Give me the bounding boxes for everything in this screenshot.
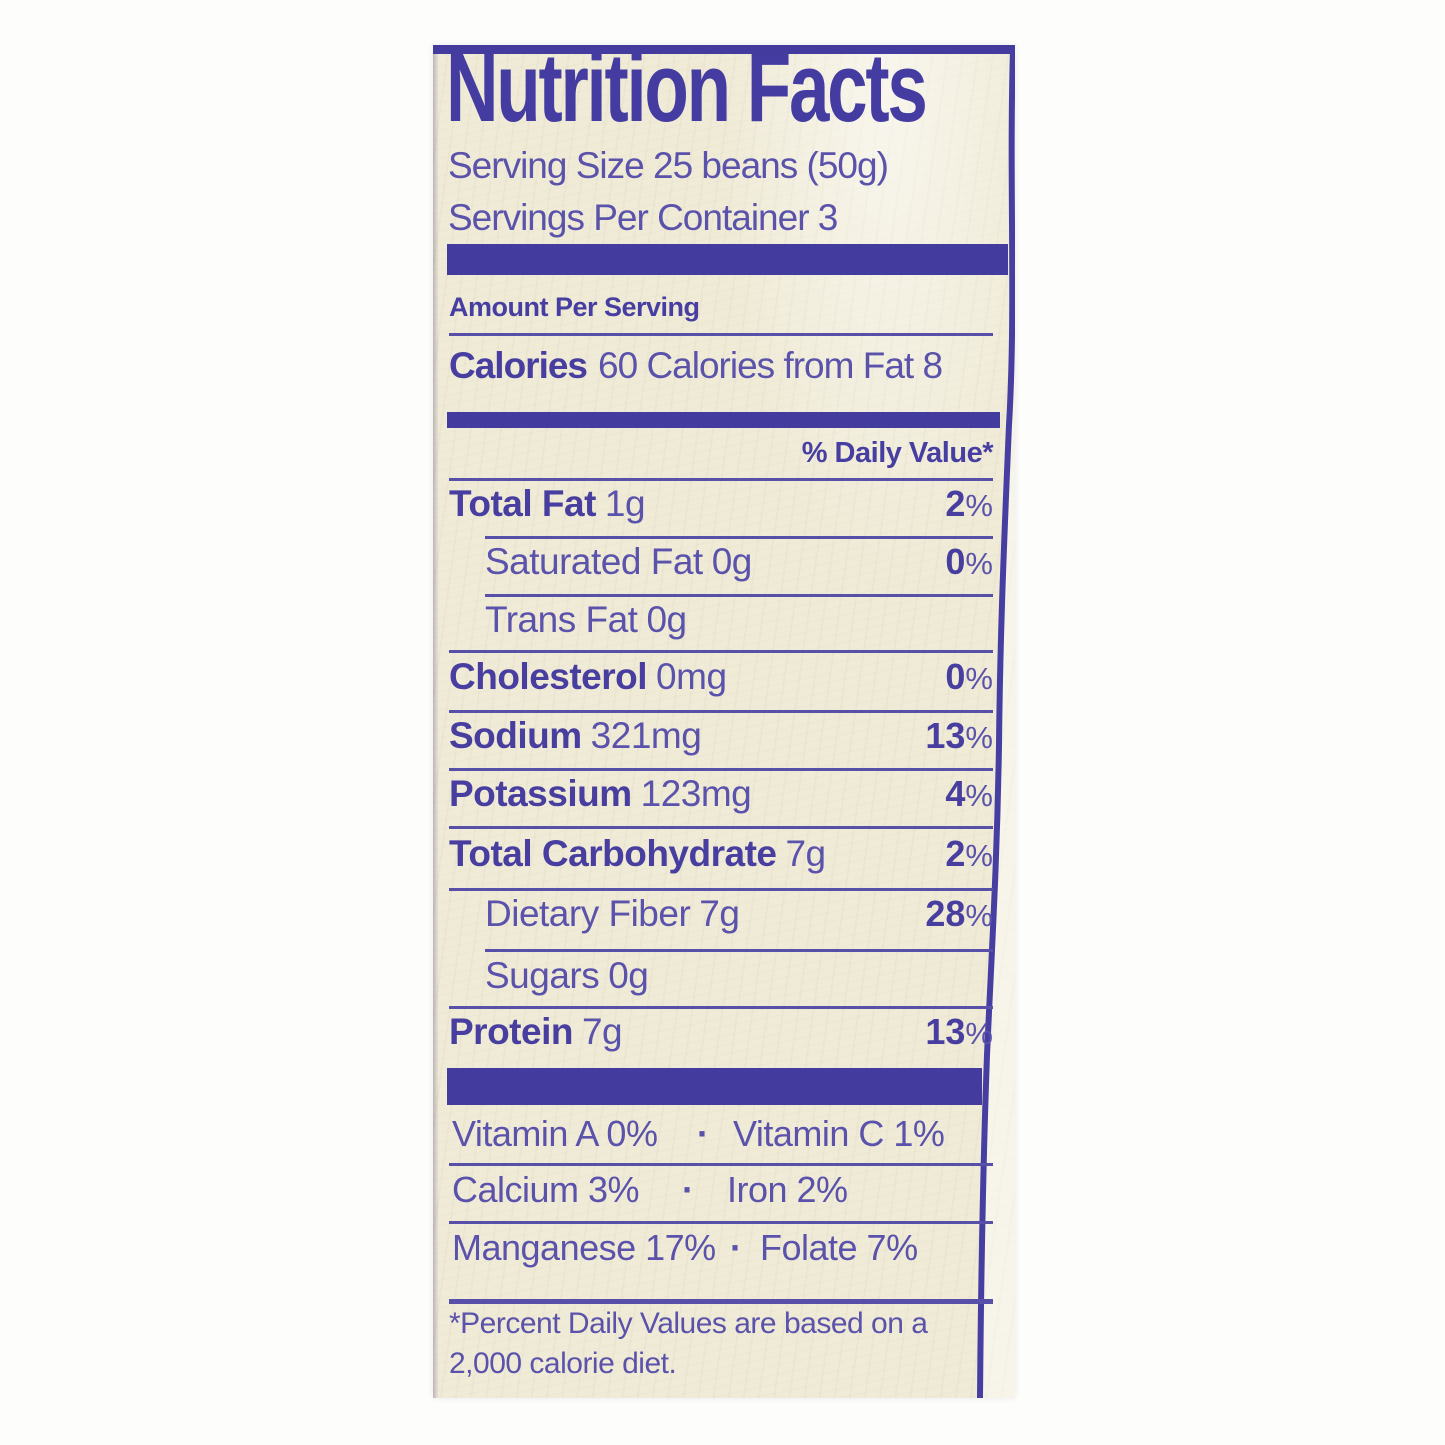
daily-value-header: % Daily Value* xyxy=(801,437,994,469)
calories-value: 60 Calories from Fat 8 xyxy=(598,345,943,386)
micronutrient-left: Manganese 17% xyxy=(452,1227,716,1268)
daily-value-total-carbohydrate: 2% xyxy=(945,833,993,874)
nutrient-name: Potassium xyxy=(449,773,632,814)
dot-separator: · xyxy=(682,1169,694,1210)
daily-value-dietary-fiber: 28% xyxy=(925,893,993,934)
row-potassium: Potassium 123mg xyxy=(449,773,752,815)
daily-value-total-fat: 2% xyxy=(945,483,993,524)
row-saturated-fat: Saturated Fat 0g xyxy=(485,541,752,583)
row-cholesterol: Cholesterol 0mg xyxy=(449,656,727,698)
row-sodium: Sodium 321mg xyxy=(449,715,702,757)
daily-value-cholesterol: 0% xyxy=(945,656,993,697)
row-sugars: Sugars 0g xyxy=(485,955,649,997)
micronutrient-right: Vitamin C 1% xyxy=(733,1113,945,1154)
nutrient-amount: 1g xyxy=(604,483,646,524)
nutrient-name: Total Fat xyxy=(449,483,596,524)
nutrient-name: Protein xyxy=(449,1011,573,1052)
servings-per-container: Servings Per Container 3 xyxy=(448,197,838,238)
dot-separator: · xyxy=(730,1227,742,1268)
label-top-border xyxy=(433,45,1015,54)
nutrition-facts-label: Nutrition Facts Serving Size 25 beans (5… xyxy=(433,39,1015,1398)
micronutrient-left: Calcium 3% xyxy=(452,1169,640,1210)
row-protein: Protein 7g xyxy=(449,1011,623,1053)
calories-label: Calories xyxy=(449,345,588,386)
label-title: Nutrition Facts xyxy=(446,33,928,142)
calories-row: Calories 60 Calories from Fat 8 xyxy=(449,345,943,387)
nutrient-amount: 0g xyxy=(608,955,649,996)
thin-divider xyxy=(449,650,993,653)
nutrient-amount: 7g xyxy=(581,1011,623,1052)
thin-divider xyxy=(449,1299,993,1304)
nutrient-name: Cholesterol xyxy=(449,656,648,697)
thick-divider-top xyxy=(447,244,1008,275)
daily-value-protein: 13% xyxy=(925,1011,993,1052)
nutrient-amount: 0mg xyxy=(656,656,727,697)
nutrient-amount: 321mg xyxy=(590,715,702,756)
thick-divider-mid xyxy=(447,412,1000,428)
nutrient-name: Sugars xyxy=(485,955,600,996)
thin-divider xyxy=(485,536,993,539)
micronutrient-left: Vitamin A 0% xyxy=(452,1113,658,1154)
nutrient-name: Dietary Fiber xyxy=(485,893,691,934)
amount-per-serving-label: Amount Per Serving xyxy=(449,292,700,322)
thin-divider xyxy=(449,333,993,336)
daily-value-sodium: 13% xyxy=(925,715,993,756)
nutrient-amount: 7g xyxy=(785,833,826,874)
dot-separator: · xyxy=(697,1113,709,1154)
micronutrient-right: Iron 2% xyxy=(727,1169,848,1210)
row-dietary-fiber: Dietary Fiber 7g xyxy=(485,893,740,935)
nutrient-name: Total Carbohydrate xyxy=(449,833,777,874)
row-total-carbohydrate: Total Carbohydrate 7g xyxy=(449,833,826,875)
thin-divider xyxy=(485,594,993,597)
nutrient-amount: 0g xyxy=(711,541,753,582)
micronutrient-right: Folate 7% xyxy=(760,1227,918,1268)
nutrient-name: Saturated Fat xyxy=(485,541,703,582)
thin-divider xyxy=(449,826,993,829)
footnote-line-2: 2,000 calorie diet. xyxy=(449,1347,677,1380)
label-left-edge-shadow xyxy=(433,45,439,1398)
thin-divider xyxy=(449,1163,993,1166)
nutrient-amount: 123mg xyxy=(640,773,752,814)
thin-divider xyxy=(449,710,993,713)
footnote-line-1: *Percent Daily Values are based on a xyxy=(449,1307,928,1340)
thin-divider xyxy=(449,888,993,891)
thin-divider xyxy=(449,1006,993,1009)
serving-size: Serving Size 25 beans (50g) xyxy=(448,145,889,186)
daily-value-potassium: 4% xyxy=(945,773,993,814)
nutrient-amount: 0g xyxy=(646,599,687,640)
daily-value-saturated-fat: 0% xyxy=(945,541,993,582)
thin-divider xyxy=(449,768,993,771)
thin-divider xyxy=(485,949,993,952)
nutrient-name: Sodium xyxy=(449,715,582,756)
nutrient-name: Trans Fat xyxy=(485,599,638,640)
thick-divider-bottom xyxy=(447,1068,982,1105)
thin-divider xyxy=(449,478,993,481)
thin-divider xyxy=(449,1221,993,1224)
row-trans-fat: Trans Fat 0g xyxy=(485,599,687,641)
row-total-fat: Total Fat 1g xyxy=(449,483,646,525)
nutrient-amount: 7g xyxy=(699,893,740,934)
